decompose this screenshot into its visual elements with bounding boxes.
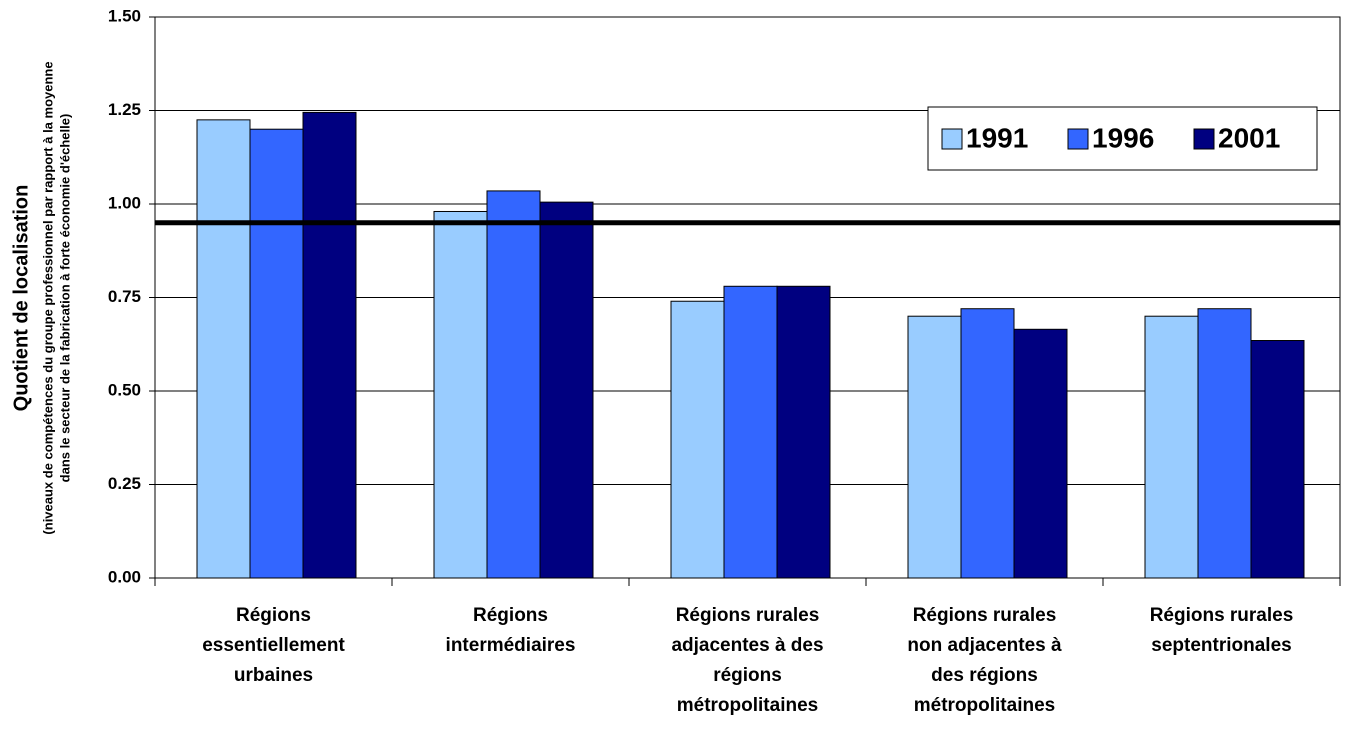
x-tick-label: métropolitaines xyxy=(914,695,1055,716)
x-tick-label: Régions rurales xyxy=(676,605,820,626)
x-tick-label: régions xyxy=(713,665,782,686)
bar xyxy=(776,285,831,579)
y-tick-label: 1.00 xyxy=(108,193,141,212)
legend-swatch xyxy=(1067,128,1089,150)
x-tick-label: adjacentes à des xyxy=(671,635,823,656)
x-tick-label: Régions xyxy=(236,605,311,626)
bar xyxy=(486,190,541,579)
bar xyxy=(907,315,962,579)
x-tick-label: essentiellement xyxy=(202,635,345,656)
y-tick-label: 0.75 xyxy=(108,287,141,306)
y-tick-label: 0.50 xyxy=(108,380,141,399)
x-tick-label: urbaines xyxy=(234,665,313,686)
y-axis-label: Quotient de localisation xyxy=(10,185,32,412)
bar xyxy=(960,308,1015,579)
bar xyxy=(433,210,488,579)
y-tick-label: 1.50 xyxy=(108,6,141,25)
x-tick-label: intermédiaires xyxy=(446,635,576,656)
legend-label: 1996 xyxy=(1092,122,1154,153)
bar xyxy=(196,119,251,579)
bar xyxy=(1250,340,1305,579)
bar xyxy=(539,201,594,579)
legend-label: 1991 xyxy=(966,122,1028,153)
legend-swatch xyxy=(941,128,963,150)
y-tick-label: 0.25 xyxy=(108,474,141,493)
y-axis-title: Quotient de localisation (niveaux de comp… xyxy=(10,61,72,534)
y-tick-label: 1.25 xyxy=(108,100,141,119)
y-tick-label: 0.00 xyxy=(108,567,141,586)
legend-swatch xyxy=(1193,128,1215,150)
bar xyxy=(302,111,357,579)
legend-label: 2001 xyxy=(1218,122,1280,153)
bar xyxy=(1013,328,1068,579)
bar xyxy=(1197,308,1252,579)
x-tick-label: Régions rurales xyxy=(913,605,1057,626)
x-tick-label: septentrionales xyxy=(1151,635,1291,656)
y-axis-note: (niveaux de compétences du groupe profes… xyxy=(40,61,55,534)
x-tick-label: des régions xyxy=(931,665,1038,686)
x-tick-label: Régions rurales xyxy=(1150,605,1294,626)
y-axis-note: dans le secteur de la fabrication à fort… xyxy=(57,114,72,483)
legend xyxy=(927,106,1318,171)
x-tick-label: métropolitaines xyxy=(677,695,818,716)
x-tick-label: Régions xyxy=(473,605,548,626)
bar xyxy=(249,128,304,579)
bar xyxy=(1144,315,1199,579)
bar xyxy=(670,300,725,579)
x-tick-label: non adjacentes à xyxy=(907,635,1062,656)
bar xyxy=(723,285,778,579)
